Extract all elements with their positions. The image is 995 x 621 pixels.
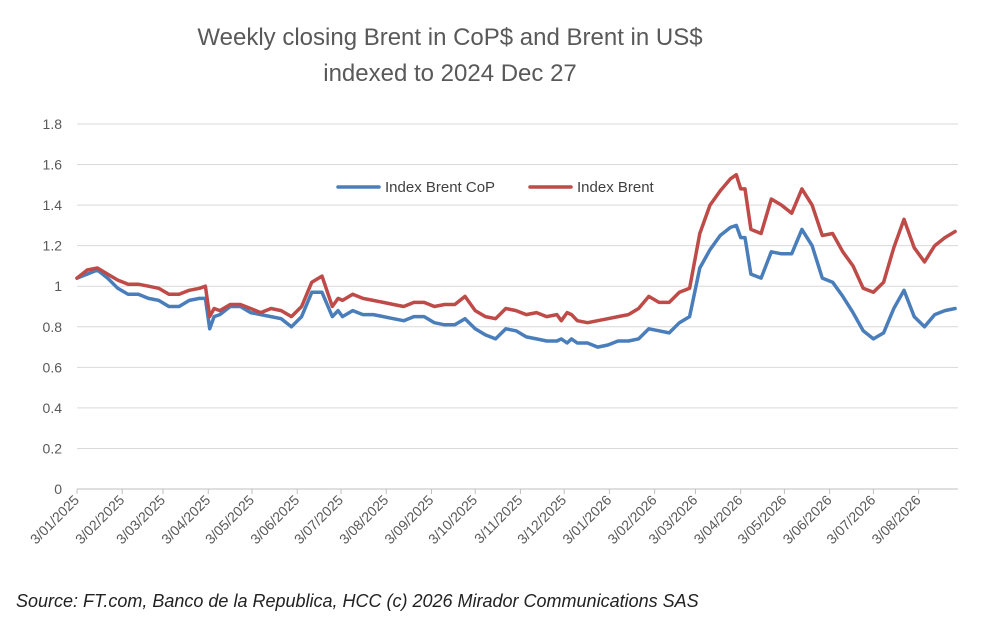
gridlines xyxy=(77,123,958,449)
legend: Index Brent CoP Index Brent xyxy=(336,179,655,196)
y-tick-label: 0 xyxy=(54,481,62,497)
y-tick-label: 0.6 xyxy=(43,359,63,375)
legend-label: Index Brent CoP xyxy=(385,179,495,196)
y-tick-label: 1.8 xyxy=(43,116,63,132)
legend-label: Index Brent xyxy=(577,179,655,196)
y-tick-label: 1.2 xyxy=(43,238,63,254)
series-line-brent xyxy=(75,172,957,325)
y-tick-label: 0.2 xyxy=(43,440,63,456)
y-tick-label: 1.6 xyxy=(43,157,63,173)
x-tick-label: 3/08/2026 xyxy=(868,492,924,548)
y-tick-label: 0.4 xyxy=(43,400,63,416)
y-tick-label: 0.8 xyxy=(43,319,63,335)
source-note: Source: FT.com, Banco de la Republica, H… xyxy=(16,591,699,611)
y-tick-label: 1 xyxy=(54,278,62,294)
series-line-brent-cop xyxy=(75,223,957,349)
chart-title: Weekly closing Brent in CoP$ and Brent i… xyxy=(60,20,840,92)
chart-title-line-2: indexed to 2024 Dec 27 xyxy=(323,60,577,87)
chart-title-line-1: Weekly closing Brent in CoP$ and Brent i… xyxy=(197,24,703,51)
y-tick-label: 1.4 xyxy=(43,197,63,213)
series-lines xyxy=(75,172,957,349)
